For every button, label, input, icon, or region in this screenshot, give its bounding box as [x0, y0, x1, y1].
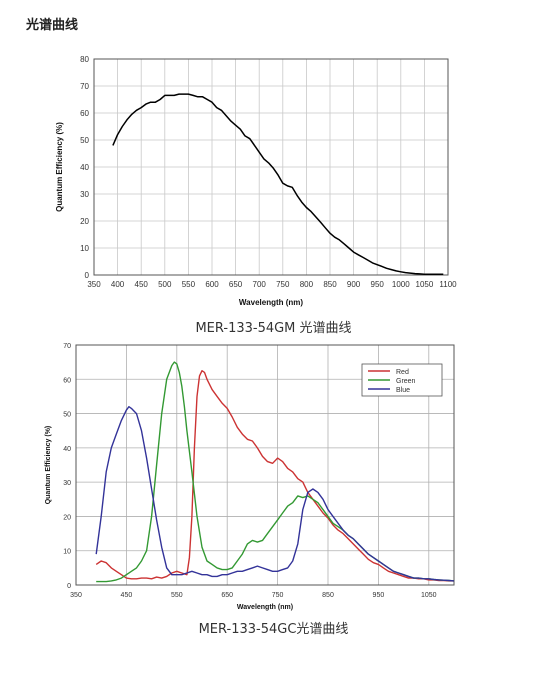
x-tick-label: 850	[323, 280, 337, 289]
color-chart-caption: MER-133-54GC光谱曲线	[198, 622, 349, 637]
series-line	[112, 93, 444, 275]
x-tick-label: 950	[373, 592, 385, 599]
x-tick-label: 550	[171, 592, 183, 599]
y-tick-label: 60	[80, 109, 89, 118]
x-tick-label: 950	[371, 280, 385, 289]
color-qe-chart: 350 450 550 650 750 850 950 1050 0 10 20 30 40 50 60 70…	[45, 343, 455, 611]
legend-label-green: Green	[396, 378, 416, 385]
x-tick-label: 1050	[416, 280, 434, 289]
x-tick-label: 350	[70, 592, 82, 599]
x-tick-label: 1100	[439, 280, 457, 289]
plot-frame	[93, 58, 449, 276]
y-tick-label: 10	[63, 549, 71, 556]
y-tick-label: 30	[63, 480, 71, 487]
legend-label-blue: Blue	[396, 387, 410, 394]
x-tick-label: 700	[253, 280, 267, 289]
y-tick-label: 70	[80, 82, 89, 91]
y-tick-label: 20	[80, 217, 89, 226]
y-tick-label: 50	[80, 136, 89, 145]
x-tick-label: 650	[221, 592, 233, 599]
x-tick-label: 1000	[392, 280, 410, 289]
x-tick-label: 500	[158, 280, 172, 289]
legend-label-red: Red	[396, 369, 409, 376]
x-tick-label: 550	[182, 280, 196, 289]
y-tick-label: 0	[67, 583, 71, 590]
plot-frame	[75, 344, 455, 586]
x-tick-label: 450	[135, 280, 149, 289]
y-tick-label: 20	[63, 514, 71, 521]
y-tick-label: 80	[80, 55, 89, 64]
series-blue-line	[95, 406, 455, 582]
x-tick-label: 850	[322, 592, 334, 599]
x-tick-label: 1050	[421, 592, 437, 599]
page-title: 光谱曲线	[26, 18, 79, 33]
x-tick-label: 800	[300, 280, 314, 289]
x-tick-label: 450	[121, 592, 133, 599]
x-tick-label: 400	[111, 280, 125, 289]
y-tick-label: 10	[80, 244, 89, 253]
x-tick-label: 350	[87, 280, 101, 289]
y-tick-label: 40	[63, 446, 71, 453]
x-axis-label: Wavelength (nm)	[239, 298, 303, 307]
mono-qe-chart: 350 400 450 500 550 600 650 700 750 800 850 900 950 1…	[55, 55, 457, 307]
mono-chart-caption: MER-133-54GM 光谱曲线	[195, 321, 352, 336]
x-tick-label: 750	[276, 280, 290, 289]
x-axis-label: Wavelength (nm)	[237, 604, 293, 611]
y-tick-label: 30	[80, 190, 89, 199]
series-red-line	[95, 370, 454, 582]
y-tick-label: 60	[63, 377, 71, 384]
x-tick-label: 900	[347, 280, 361, 289]
y-axis-label: Quantum Efficiency (%)	[45, 426, 52, 505]
y-tick-label: 70	[63, 343, 71, 350]
y-tick-label: 0	[85, 271, 90, 280]
x-tick-label: 600	[205, 280, 219, 289]
y-axis-label: Quantum Efficiency (%)	[55, 122, 64, 212]
y-tick-label: 50	[63, 412, 71, 419]
x-tick-label: 650	[229, 280, 243, 289]
y-tick-label: 40	[80, 163, 89, 172]
x-tick-label: 750	[272, 592, 284, 599]
